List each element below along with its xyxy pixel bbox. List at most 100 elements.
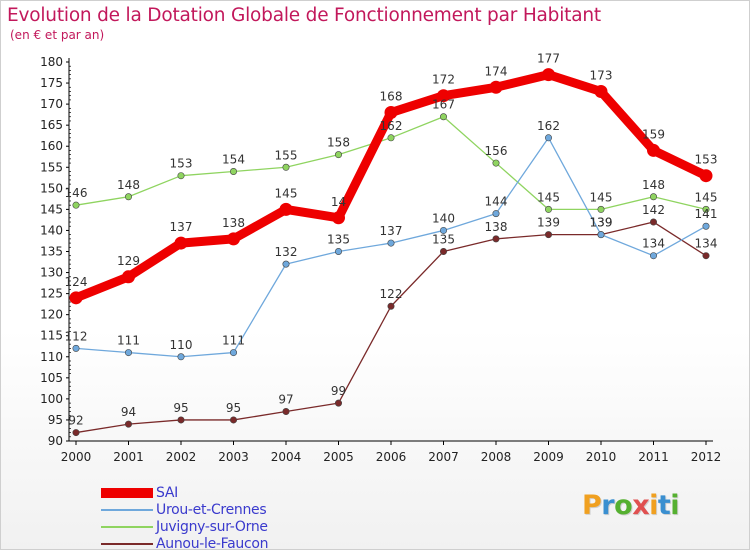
- series-point-1: [387, 239, 395, 247]
- data-label-0: 129: [117, 254, 140, 268]
- y-tick-label: 120: [40, 308, 63, 322]
- data-label-3: 122: [380, 287, 403, 301]
- y-tick-label: 160: [40, 139, 63, 153]
- y-tick-label: 175: [40, 76, 63, 90]
- data-label-3: 139: [590, 216, 613, 230]
- data-label-1: 111: [117, 334, 140, 348]
- line-chart: 90 95 100 105 110 115 120 125 130 135 140 145 150 155…: [40, 52, 721, 464]
- series-point-3: [492, 235, 500, 243]
- logo-letter: r: [601, 490, 615, 521]
- y-tick-label: 105: [40, 371, 63, 385]
- x-tick-label: 2005: [323, 450, 354, 464]
- series-point-2: [649, 193, 657, 201]
- x-tick-label: 2001: [113, 450, 144, 464]
- legend-item: Aunou-le-Faucon: [101, 535, 269, 552]
- x-tick-label: 2000: [61, 450, 92, 464]
- legend-label: Aunou-le-Faucon: [156, 535, 269, 552]
- y-tick-label: 125: [40, 287, 63, 301]
- series-point-2: [282, 163, 290, 171]
- legend-label: Juvigny-sur-Orne: [156, 518, 268, 535]
- series-point-3: [72, 429, 80, 437]
- data-label-1: 144: [485, 195, 508, 209]
- legend-swatch: [101, 525, 153, 528]
- data-label-2: 158: [327, 136, 350, 150]
- logo-letter: t: [657, 490, 671, 521]
- series-point-1: [597, 231, 605, 239]
- x-tick-label: 2009: [533, 450, 564, 464]
- chart-subtitle: (en € et par an): [10, 28, 105, 42]
- x-tick-label: 2008: [481, 450, 512, 464]
- y-tick-label: 90: [48, 434, 63, 448]
- y-tick-label: 100: [40, 392, 63, 406]
- y-tick-label: 155: [40, 160, 63, 174]
- series-point-0: [122, 270, 135, 284]
- series-point-3: [702, 252, 710, 260]
- series-point-1: [334, 248, 342, 256]
- series-point-2: [387, 134, 395, 142]
- series-point-2: [439, 113, 447, 121]
- data-label-2: 145: [695, 190, 718, 204]
- series-point-2: [492, 159, 500, 167]
- data-label-1: 139: [590, 216, 613, 230]
- series-point-3: [387, 302, 395, 310]
- data-label-3: 97: [278, 393, 293, 407]
- series-point-1: [544, 134, 552, 142]
- data-label-3: 99: [331, 384, 346, 398]
- proxiti-logo: Proxiti: [582, 490, 680, 521]
- series-point-1: [492, 210, 500, 218]
- data-label-2: 145: [537, 190, 560, 204]
- legend-label: SAI: [156, 484, 178, 501]
- legend-item: Urou-et-Crennes: [101, 501, 268, 518]
- data-label-3: 138: [485, 220, 508, 234]
- data-label-2: 156: [485, 144, 508, 158]
- data-label-0: 137: [170, 220, 193, 234]
- series-point-3: [649, 218, 657, 226]
- series-point-0: [227, 232, 240, 246]
- data-label-2: 162: [380, 119, 403, 133]
- y-tick-label: 140: [40, 223, 63, 237]
- data-label-1: 132: [275, 245, 298, 259]
- series-point-0: [174, 236, 188, 250]
- legend: SAI Urou-et-Crennes Juvigny-sur-Orne Aunou-…: [101, 484, 269, 552]
- series-point-1: [282, 260, 290, 268]
- series-point-1: [230, 349, 238, 357]
- y-tick-label: 130: [40, 266, 63, 280]
- series-point-1: [177, 353, 185, 361]
- data-label-1: 135: [327, 233, 350, 247]
- series-point-2: [72, 201, 80, 209]
- legend-label: Urou-et-Crennes: [156, 501, 267, 518]
- legend-swatch: [101, 508, 153, 511]
- x-tick-label: 2007: [428, 450, 459, 464]
- legend-swatch: [101, 487, 153, 498]
- data-label-2: 167: [432, 98, 455, 112]
- series-point-2: [702, 205, 710, 213]
- data-label-3: 92: [68, 414, 83, 428]
- logo-letter: P: [582, 490, 602, 521]
- y-tick-label: 150: [40, 181, 63, 195]
- logo-letter: i: [670, 490, 680, 521]
- y-tick-label: 95: [48, 413, 63, 427]
- series-point-1: [439, 226, 447, 234]
- legend-swatch: [101, 542, 153, 545]
- data-label-1: 141: [695, 207, 718, 221]
- data-label-2: 155: [275, 148, 298, 162]
- series-point-3: [125, 420, 133, 428]
- chart-series: [69, 68, 713, 437]
- data-label-3: 94: [121, 405, 136, 419]
- data-label-2: 148: [642, 178, 665, 192]
- series-point-2: [230, 167, 238, 175]
- data-label-0: 138: [222, 216, 245, 230]
- series-point-0: [69, 291, 83, 305]
- data-label-2: 146: [65, 186, 88, 200]
- data-label-1: 140: [432, 211, 455, 225]
- data-label-3: 135: [432, 233, 455, 247]
- series-point-3: [282, 408, 290, 416]
- data-label-3: 139: [537, 216, 560, 230]
- chart-title: Evolution de la Dotation Globale de Fonc…: [7, 5, 601, 26]
- series-point-1: [72, 344, 80, 352]
- x-tick-label: 2002: [166, 450, 197, 464]
- x-tick-label: 2003: [218, 450, 249, 464]
- series-point-0: [384, 106, 398, 120]
- data-label-1: 134: [642, 237, 665, 251]
